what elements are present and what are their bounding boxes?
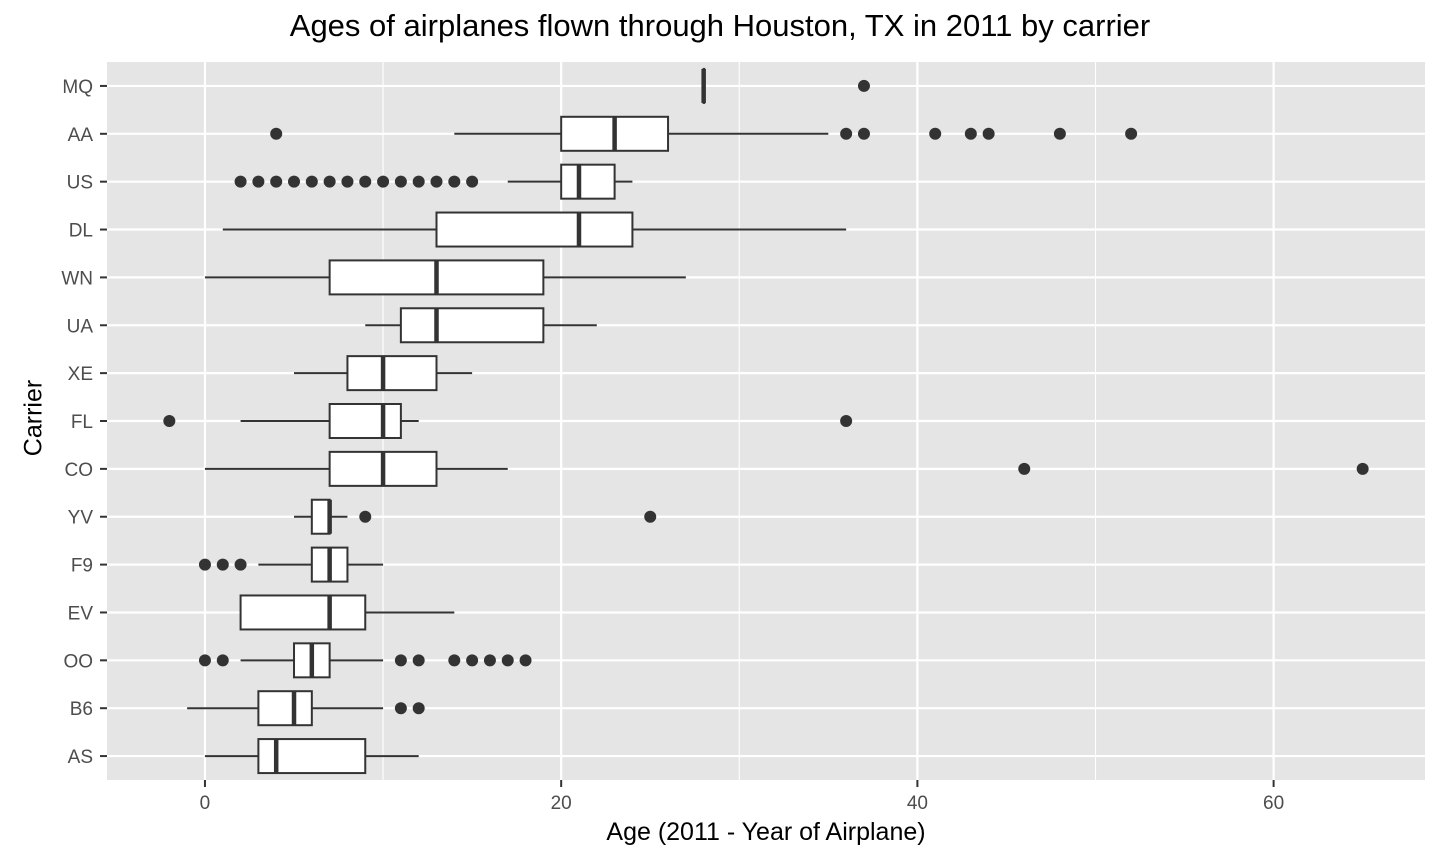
box-b6 (187, 690, 425, 727)
box-yv (294, 498, 657, 535)
y-tick-label: F9 (71, 556, 93, 577)
outlier-point (216, 654, 229, 667)
outlier-point (377, 175, 390, 188)
iqr-box (310, 498, 331, 535)
y-tick-label: CO (65, 460, 94, 481)
outlier-point (519, 654, 532, 667)
outlier-point (412, 175, 425, 188)
outlier-point (252, 175, 265, 188)
y-tick-label: YV (68, 508, 94, 529)
box-dl (222, 211, 847, 248)
box-aa (270, 115, 1138, 152)
box-us (234, 163, 633, 200)
iqr-box (328, 403, 402, 439)
x-axis-label: Age (2011 - Year of Airplane) (606, 818, 926, 846)
iqr-box (399, 307, 545, 344)
box-as (204, 738, 419, 775)
outlier-point (288, 175, 301, 188)
outlier-point (394, 702, 407, 715)
y-tick-label: UA (67, 316, 94, 337)
y-tick-label: EV (68, 603, 94, 624)
outlier-point (216, 558, 229, 571)
outlier-point (448, 654, 461, 667)
outlier-point (270, 127, 283, 140)
box-fl (163, 403, 853, 439)
outlier-point (270, 175, 283, 188)
box-xe (294, 355, 473, 392)
x-tick-label: 0 (200, 793, 211, 814)
y-tick-label: US (67, 173, 93, 194)
y-axis-label: Carrier (19, 379, 48, 457)
x-tick-label: 20 (551, 793, 572, 814)
box-mq (701, 67, 870, 104)
outlier-point (198, 654, 211, 667)
outlier-point (840, 127, 853, 140)
y-tick-label: OO (63, 651, 93, 672)
outlier-point (1018, 462, 1031, 475)
box-ua (365, 307, 597, 344)
box-ev (239, 594, 455, 631)
outlier-point (234, 558, 247, 571)
outlier-point (857, 127, 870, 140)
outlier-point (394, 654, 407, 667)
y-tick-label: AS (68, 747, 93, 768)
iqr-box (346, 355, 438, 392)
y-tick-label: MQ (62, 77, 93, 98)
y-tick-label: XE (68, 364, 93, 385)
outlier-point (929, 127, 942, 140)
iqr-box (257, 690, 313, 727)
outlier-point (412, 654, 425, 667)
outlier-point (840, 415, 853, 427)
outlier-point (341, 175, 354, 188)
box-oo (198, 642, 532, 679)
outlier-point (964, 127, 977, 140)
outlier-point (857, 79, 870, 92)
outlier-point (359, 175, 372, 188)
outlier-point (163, 415, 176, 427)
box-f9 (198, 546, 384, 583)
x-tick-label: 60 (1263, 793, 1284, 814)
box-wn (204, 259, 686, 296)
outlier-point (1053, 127, 1066, 140)
y-tick-label: FL (71, 412, 93, 433)
y-tick-label: DL (69, 221, 93, 242)
chart-title: Ages of airplanes flown through Houston,… (289, 8, 1151, 43)
outlier-point (982, 127, 995, 140)
iqr-box (239, 594, 367, 631)
outlier-point (466, 654, 479, 667)
y-tick-label: B6 (70, 699, 93, 720)
outlier-point (1356, 462, 1369, 475)
outlier-point (198, 558, 211, 571)
outlier-point (234, 175, 247, 188)
outlier-point (305, 175, 318, 188)
outlier-point (430, 175, 443, 188)
y-tick-label: AA (68, 125, 94, 146)
outlier-point (394, 175, 407, 188)
iqr-box (560, 163, 616, 200)
outlier-point (323, 175, 336, 188)
outlier-point (448, 175, 461, 188)
outlier-point (412, 702, 425, 715)
outlier-point (501, 654, 514, 667)
outlier-point (644, 510, 657, 523)
outlier-point (1125, 127, 1138, 140)
outlier-point (466, 175, 479, 188)
y-tick-label: WN (61, 268, 93, 289)
outlier-point (359, 510, 372, 523)
outlier-point (483, 654, 496, 667)
box-co (204, 450, 1369, 487)
iqr-box (435, 211, 634, 248)
x-tick-label: 40 (907, 793, 928, 814)
